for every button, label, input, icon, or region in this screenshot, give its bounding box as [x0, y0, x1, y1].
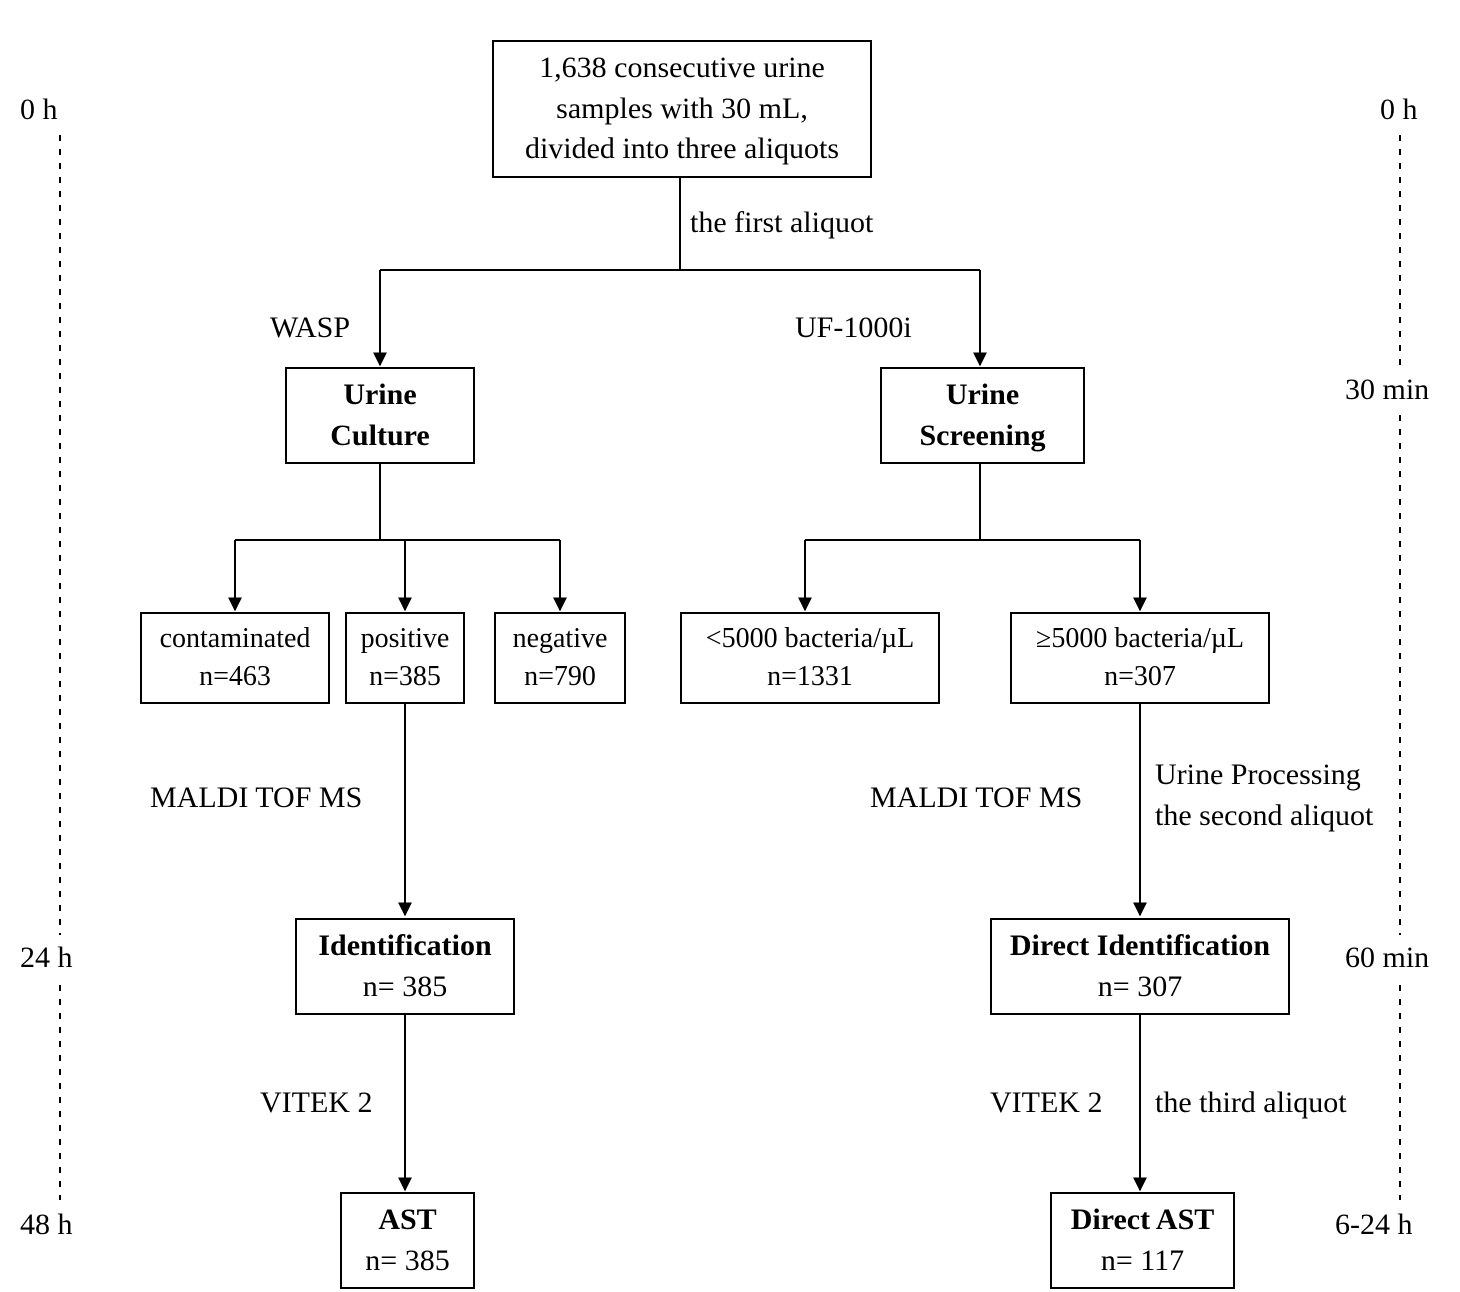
box-urine-culture: Urine Culture	[285, 367, 475, 464]
box-urine-culture-l2: Culture	[297, 416, 463, 457]
box-ge5000-l1: ≥5000 bacteria/µL	[1022, 620, 1258, 658]
time-left-0h: 0 h	[20, 92, 58, 128]
box-ast: AST n= 385	[340, 1192, 475, 1289]
label-wasp: WASP	[270, 310, 350, 346]
box-ge5000: ≥5000 bacteria/µL n=307	[1010, 612, 1270, 704]
box-ast-l1: AST	[352, 1200, 463, 1241]
label-urine-processing-l1: Urine Processing	[1155, 755, 1373, 796]
time-right-30min: 30 min	[1345, 372, 1429, 408]
box-negative-l2: n=790	[506, 658, 614, 696]
box-top-l1: 1,638 consecutive urine	[504, 48, 860, 89]
box-top-l2: samples with 30 mL,	[504, 89, 860, 130]
box-direct-ast: Direct AST n= 117	[1050, 1192, 1235, 1289]
label-maldi-right: MALDI TOF MS	[870, 780, 1082, 816]
box-lt5000: <5000 bacteria/µL n=1331	[680, 612, 940, 704]
label-first-aliquot: the first aliquot	[690, 205, 873, 241]
time-left-48h: 48 h	[20, 1207, 73, 1243]
box-contaminated: contaminated n=463	[140, 612, 330, 704]
box-positive: positive n=385	[345, 612, 465, 704]
box-positive-l1: positive	[357, 620, 453, 658]
box-urine-screening-l1: Urine	[892, 375, 1073, 416]
box-direct-identification-l1: Direct Identification	[1002, 926, 1278, 967]
box-contaminated-l2: n=463	[152, 658, 318, 696]
box-identification-l2: n= 385	[307, 967, 503, 1008]
time-right-6-24h: 6-24 h	[1335, 1207, 1413, 1243]
label-urine-processing: Urine Processing the second aliquot	[1155, 755, 1373, 836]
time-left-24h: 24 h	[20, 940, 73, 976]
box-identification: Identification n= 385	[295, 918, 515, 1015]
box-lt5000-l1: <5000 bacteria/µL	[692, 620, 928, 658]
label-vitek-left: VITEK 2	[260, 1085, 372, 1121]
box-direct-identification: Direct Identification n= 307	[990, 918, 1290, 1015]
label-third-aliquot: the third aliquot	[1155, 1085, 1347, 1121]
box-ast-l2: n= 385	[352, 1241, 463, 1282]
box-lt5000-l2: n=1331	[692, 658, 928, 696]
box-direct-identification-l2: n= 307	[1002, 967, 1278, 1008]
label-vitek-right: VITEK 2	[990, 1085, 1102, 1121]
box-direct-ast-l1: Direct AST	[1062, 1200, 1223, 1241]
box-top-l3: divided into three aliquots	[504, 129, 860, 170]
label-uf1000i: UF-1000i	[795, 310, 912, 346]
box-top-samples: 1,638 consecutive urine samples with 30 …	[492, 40, 872, 178]
time-right-60min: 60 min	[1345, 940, 1429, 976]
box-negative: negative n=790	[494, 612, 626, 704]
box-identification-l1: Identification	[307, 926, 503, 967]
box-urine-screening: Urine Screening	[880, 367, 1085, 464]
box-negative-l1: negative	[506, 620, 614, 658]
box-urine-culture-l1: Urine	[297, 375, 463, 416]
time-right-0h: 0 h	[1380, 92, 1418, 128]
box-ge5000-l2: n=307	[1022, 658, 1258, 696]
label-maldi-left: MALDI TOF MS	[150, 780, 362, 816]
box-urine-screening-l2: Screening	[892, 416, 1073, 457]
label-urine-processing-l2: the second aliquot	[1155, 796, 1373, 837]
box-direct-ast-l2: n= 117	[1062, 1241, 1223, 1282]
box-positive-l2: n=385	[357, 658, 453, 696]
box-contaminated-l1: contaminated	[152, 620, 318, 658]
